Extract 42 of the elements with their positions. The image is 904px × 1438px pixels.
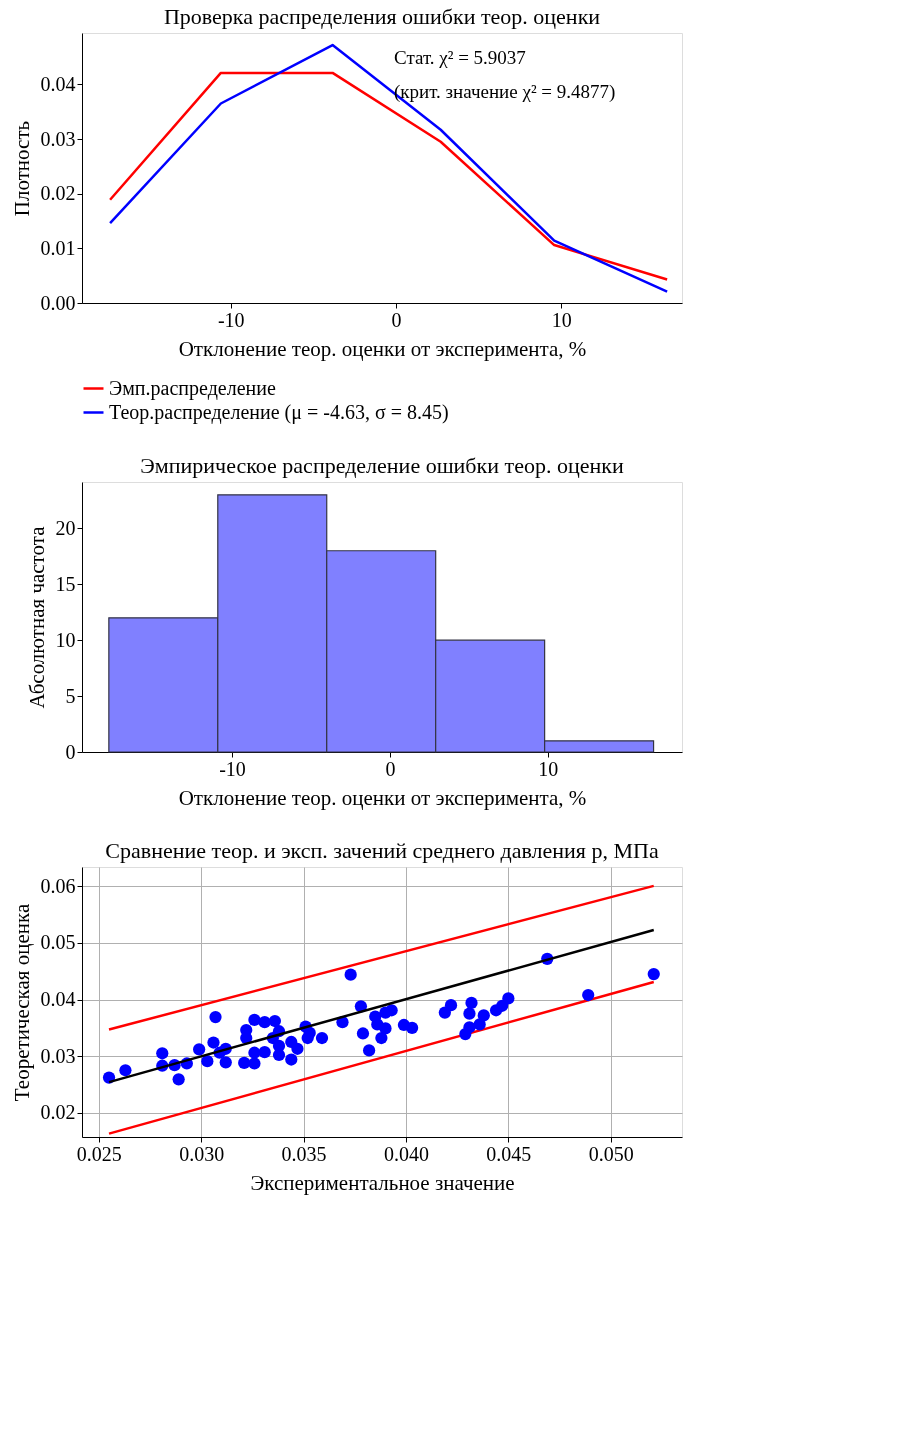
line-series — [108, 71, 669, 281]
chart-title: Сравнение теор. и эксп. зачений среднего давления p, МПа — [105, 838, 659, 863]
y-tick-label: 0.01 — [40, 236, 76, 259]
y-tick-label: 0.04 — [40, 988, 76, 1011]
y-axis-title: Теоретическая оценка — [9, 903, 34, 1102]
y-tick-label: 10 — [55, 628, 76, 651]
y-tick-label: 15 — [55, 572, 76, 595]
x-tick-label: 0.025 — [76, 1142, 122, 1165]
chart-title: Эмпирическое распределение ошибки теор. оценки — [140, 453, 624, 478]
legend-label: Теор.распределение (μ = -4.63, σ = 8.45) — [109, 400, 449, 424]
x-tick-label: 0.050 — [588, 1142, 634, 1165]
x-tick-label: -10 — [217, 308, 245, 331]
y-tick-label: 0.03 — [40, 1044, 76, 1067]
y-tick-label: 5 — [65, 684, 76, 707]
y-axis-title: Плотность — [9, 120, 34, 217]
y-tick-label: 0.02 — [40, 182, 76, 205]
x-tick-label: 10 — [551, 308, 572, 331]
x-tick-label: 0.035 — [281, 1142, 327, 1165]
x-axis-title: Отклонение теор. оценки от эксперимента, % — [178, 785, 587, 810]
chart-title: Проверка распределения ошибки теор. оценки — [163, 4, 601, 29]
x-tick-label: 0 — [385, 757, 396, 780]
y-tick-label: 0.03 — [40, 127, 76, 150]
y-tick-label: 0 — [65, 740, 76, 763]
y-tick-label: 0.04 — [40, 72, 76, 95]
annotation: (крит. значение χ² = 9.4877) — [394, 81, 616, 103]
y-tick-label: 0.05 — [40, 931, 76, 954]
legend-label: Эмп.распределение — [109, 376, 276, 400]
y-tick-label: 0.06 — [40, 874, 76, 897]
y-tick-label: 0.02 — [40, 1101, 76, 1124]
y-tick-label: 20 — [55, 516, 76, 539]
x-tick-label: 0.040 — [383, 1142, 429, 1165]
x-axis-title: Экспериментальное значение — [250, 1170, 515, 1195]
annotation: Стат. χ² = 5.9037 — [394, 47, 526, 68]
y-axis-title: Абсолютная частота — [24, 525, 49, 709]
x-tick-label: 10 — [538, 757, 559, 780]
x-tick-label: 0.045 — [486, 1142, 532, 1165]
x-tick-label: 0.030 — [179, 1142, 225, 1165]
x-axis-title: Отклонение теор. оценки от эксперимента, % — [178, 336, 587, 361]
y-tick-label: 0.00 — [40, 291, 76, 314]
line-series — [108, 43, 669, 293]
x-tick-label: 0 — [391, 308, 402, 331]
x-tick-label: -10 — [219, 757, 246, 780]
